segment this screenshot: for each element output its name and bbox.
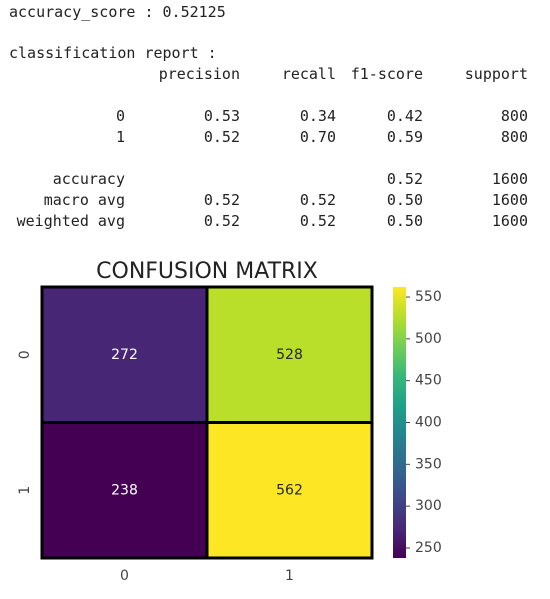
colorbar-tick-label: 250 (415, 540, 442, 556)
cell: 0.34 (299, 107, 336, 125)
heatmap: CONFUSION MATRIX 272 528 238 562 0 1 0 1 250 300 3… (17, 259, 442, 584)
y-tick-label: 0 (17, 350, 33, 359)
row-label: accuracy (52, 170, 125, 188)
cell: 0.42 (386, 107, 423, 125)
cell: 0.52 (386, 170, 423, 188)
cell (40, 285, 209, 424)
cell (205, 285, 374, 424)
cell: 1600 (491, 212, 528, 230)
cell: 800 (500, 107, 528, 125)
colorbar-tick-label: 350 (415, 456, 442, 472)
cell (205, 421, 374, 560)
cell: 1600 (491, 170, 528, 188)
cell-label: 528 (276, 347, 303, 363)
cell: 0.52 (203, 128, 240, 146)
colorbar-tick-label: 450 (415, 373, 442, 389)
column-header: support (464, 65, 528, 83)
cell: 0.53 (203, 107, 240, 125)
chart-title: CONFUSION MATRIX (96, 259, 318, 284)
cell: 0.50 (386, 191, 423, 209)
cell: 0.59 (386, 128, 423, 146)
colorbar-tick-label: 400 (415, 415, 442, 431)
accuracy-line: accuracy_score : 0.52125 (9, 3, 226, 21)
column-header: f1-score (350, 65, 423, 83)
x-tick-label: 0 (120, 568, 129, 584)
cell: 1600 (491, 191, 528, 209)
colorbar-tick-label: 550 (415, 289, 442, 305)
x-tick-label: 1 (285, 568, 294, 584)
cell-label: 238 (111, 482, 138, 498)
row-label: weighted avg (16, 212, 125, 230)
cell-label: 562 (276, 482, 303, 498)
cell: 800 (500, 128, 528, 146)
cell-label: 272 (111, 347, 138, 363)
cell: 0.52 (299, 212, 336, 230)
cell (40, 421, 209, 560)
colorbar (393, 287, 406, 558)
row-label: 0 (115, 107, 125, 125)
row-label: 1 (115, 128, 125, 146)
cell: 0.50 (386, 212, 423, 230)
cell: 0.70 (299, 128, 336, 146)
column-header: recall (281, 65, 336, 83)
colorbar-tick-label: 300 (415, 498, 442, 514)
cell: 0.52 (203, 191, 240, 209)
cell: 0.52 (299, 191, 336, 209)
report-heading: classification report : (9, 44, 217, 62)
y-tick-label: 1 (17, 486, 33, 495)
column-header: precision (158, 65, 240, 83)
colorbar-tick-label: 500 (415, 331, 442, 347)
cell: 0.52 (203, 212, 240, 230)
row-label: macro avg (43, 191, 125, 209)
